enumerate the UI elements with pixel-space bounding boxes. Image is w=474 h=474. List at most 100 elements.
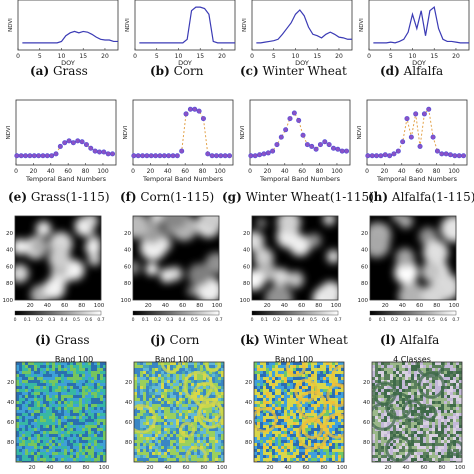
x-tick-label: 20 xyxy=(382,303,389,309)
ring-pattern xyxy=(330,364,344,389)
colorbar-tick-label: 0.1 xyxy=(261,317,268,323)
ring-pattern xyxy=(183,370,214,401)
data-point xyxy=(265,150,271,156)
blob xyxy=(133,260,141,275)
data-point xyxy=(140,153,146,159)
data-point xyxy=(209,153,215,159)
ring-pattern xyxy=(448,440,462,457)
blob xyxy=(187,263,211,287)
data-point xyxy=(83,142,89,148)
ring-pattern xyxy=(401,399,424,422)
data-point xyxy=(92,148,98,154)
data-point xyxy=(157,153,163,159)
data-point xyxy=(452,153,458,159)
data-point xyxy=(291,110,297,116)
map-frame xyxy=(133,361,225,463)
colorbar-tick-label: 0.5 xyxy=(428,317,435,323)
data-point xyxy=(44,153,50,159)
x-axis-label: Temporal Band Numbers xyxy=(376,175,458,183)
x-tick-label: 80 xyxy=(315,303,322,309)
chart-b xyxy=(134,0,236,51)
series-line xyxy=(22,30,118,44)
chart-d xyxy=(368,0,470,51)
data-point xyxy=(417,143,423,149)
data-point xyxy=(161,153,167,159)
data-point xyxy=(395,148,401,154)
data-point xyxy=(443,151,449,157)
data-point xyxy=(413,111,419,117)
x-tick-label: 40 xyxy=(285,465,292,471)
data-point xyxy=(374,153,380,159)
x-tick-label: 40 xyxy=(399,303,406,309)
blob xyxy=(440,216,456,243)
x-tick-label: 60 xyxy=(415,168,423,175)
x-tick-label: 100 xyxy=(214,168,226,175)
ring-pattern xyxy=(324,412,344,439)
data-point xyxy=(36,153,42,159)
x-tick-label: 100 xyxy=(331,303,342,309)
colorbar xyxy=(251,310,339,316)
ring-pattern xyxy=(372,402,397,431)
ring-pattern xyxy=(294,378,319,403)
colorbar-tick-label: 0.3 xyxy=(48,317,55,323)
x-tick-label: 20 xyxy=(264,303,271,309)
data-point xyxy=(62,140,68,146)
blob xyxy=(133,216,150,239)
data-point xyxy=(317,142,323,148)
x-axis-label: DOY xyxy=(295,59,309,67)
x-tick-label: 0 xyxy=(131,168,135,175)
blob xyxy=(319,281,338,300)
x-tick-label: 15 xyxy=(79,53,87,60)
map-frame xyxy=(132,215,220,301)
data-point xyxy=(27,153,33,159)
x-tick-label: 40 xyxy=(281,168,289,175)
y-tick-label: 40 xyxy=(361,248,368,254)
chart-g xyxy=(248,99,351,166)
y-tick-label: 40 xyxy=(6,248,13,254)
colorbar-tick-label: 0.5 xyxy=(73,317,80,323)
data-point xyxy=(192,106,198,112)
data-point xyxy=(70,140,76,146)
caption-f: (f) Corn(1-115) xyxy=(120,190,215,204)
noise-layer xyxy=(372,362,462,462)
colorbar-tick-label: 0.4 xyxy=(416,317,423,323)
x-tick-label: 5 xyxy=(155,53,159,60)
x-tick-label: 5 xyxy=(389,53,393,60)
x-tick-label: 80 xyxy=(82,168,90,175)
map-frame xyxy=(369,215,457,301)
x-tick-label: 15 xyxy=(196,53,204,60)
blob xyxy=(326,249,338,264)
y-tick-label: 20 xyxy=(363,380,370,386)
caption-d: (d) Alfalfa xyxy=(380,64,444,78)
y-tick-label: 40 xyxy=(243,248,250,254)
data-point xyxy=(326,142,332,148)
chart-e xyxy=(14,99,117,166)
colorbar-tick-label: 0.6 xyxy=(440,317,447,323)
x-tick-label: 80 xyxy=(199,168,207,175)
x-tick-label: 5 xyxy=(38,53,42,60)
data-point xyxy=(261,151,267,157)
data-point xyxy=(378,153,384,159)
data-point xyxy=(430,134,436,140)
caption-l: (l) Alfalfa xyxy=(380,333,440,347)
y-tick-label: 80 xyxy=(243,281,250,287)
x-tick-label: 20 xyxy=(30,168,38,175)
blob xyxy=(64,259,85,281)
map-frame xyxy=(15,361,107,463)
x-tick-label: 40 xyxy=(398,168,406,175)
map-title-1: Band 100 xyxy=(54,355,94,364)
data-point xyxy=(313,146,319,152)
data-point xyxy=(278,134,284,140)
x-tick-label: 10 xyxy=(409,53,417,60)
data-point xyxy=(101,149,107,155)
y-tick-label: 80 xyxy=(7,440,14,446)
data-point xyxy=(365,153,371,159)
data-point xyxy=(218,153,224,159)
y-tick-label: 60 xyxy=(245,420,252,426)
data-point xyxy=(335,146,341,152)
colorbar xyxy=(14,310,102,316)
colorbar-tick-label: 0 xyxy=(14,317,17,323)
data-point xyxy=(339,148,345,154)
blob xyxy=(83,216,98,229)
blob-layer xyxy=(252,216,338,300)
